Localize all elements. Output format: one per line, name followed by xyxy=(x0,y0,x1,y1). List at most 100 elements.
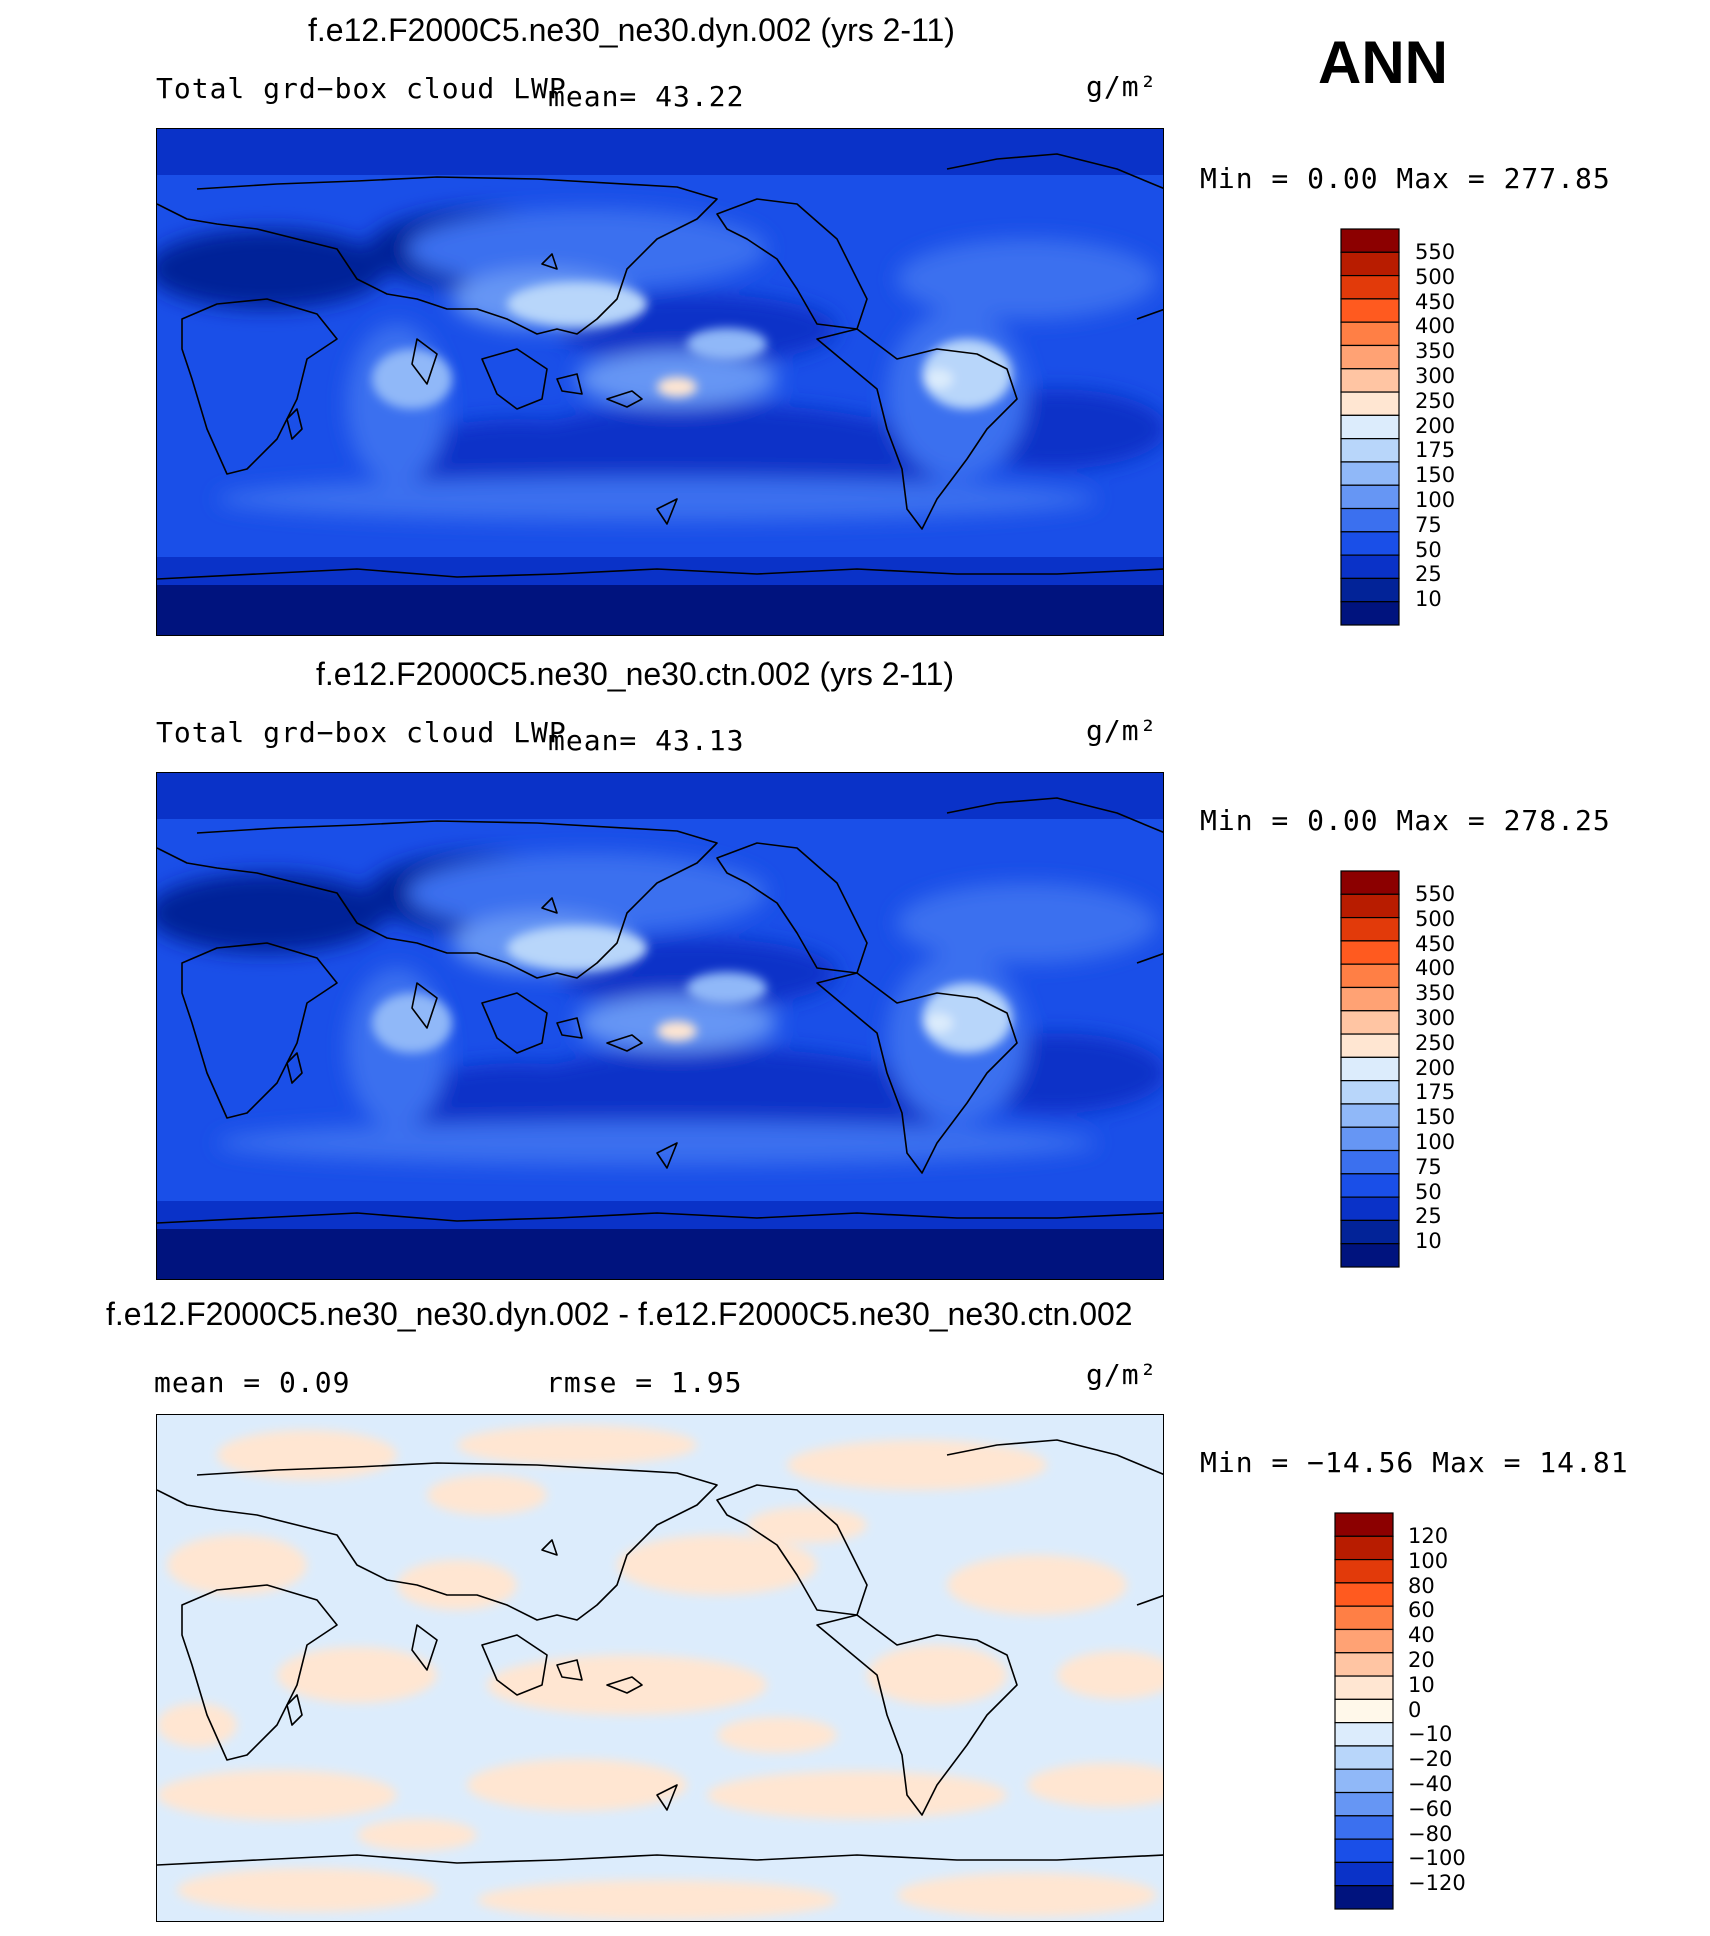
colorbar-label: 350 xyxy=(1415,981,1456,1006)
colorbar-label: 175 xyxy=(1415,1080,1456,1105)
colorbar-label: −10 xyxy=(1408,1722,1453,1747)
colorbar-label: 550 xyxy=(1415,240,1456,264)
panel-1-title: f.e12.F2000C5.ne30_ne30.dyn.002 (yrs 2-1… xyxy=(308,12,955,48)
panel-3-mean: mean = 0.09 xyxy=(154,1366,351,1399)
panel-3-units: g/m² xyxy=(1086,1358,1158,1391)
panel-2-colorbar-labels: 550 500 450 400 350 300 250 200 175 150 … xyxy=(1415,882,1455,1254)
panel-2-colorbar xyxy=(1340,870,1400,1268)
colorbar-label: −40 xyxy=(1408,1771,1453,1796)
colorbar-swatch xyxy=(1334,1745,1394,1770)
colorbar-swatch xyxy=(1334,1605,1394,1631)
colorbar-label: 150 xyxy=(1415,1105,1456,1130)
panel-1-colorbar-labels: 550 500 450 400 350 300 250 200 175 150 … xyxy=(1415,240,1455,612)
colorbar-label: 250 xyxy=(1415,388,1456,413)
colorbar-swatch xyxy=(1340,531,1400,556)
colorbar-swatch xyxy=(1340,577,1400,603)
colorbar-label: 500 xyxy=(1415,264,1456,289)
colorbar-label: 75 xyxy=(1415,1154,1442,1179)
colorbar-label: 25 xyxy=(1415,1204,1442,1229)
colorbar-label: −60 xyxy=(1408,1796,1453,1821)
colorbar-swatch xyxy=(1340,1103,1400,1128)
colorbar-label: 20 xyxy=(1408,1647,1435,1672)
colorbar-label: 50 xyxy=(1415,1179,1442,1204)
panel-1-map-field xyxy=(157,129,1163,635)
colorbar-label: 0 xyxy=(1408,1697,1422,1722)
colorbar-swatch xyxy=(1340,391,1400,416)
colorbar-swatch xyxy=(1340,916,1400,942)
colorbar-swatch xyxy=(1340,893,1400,919)
panel-3-colorbar-swatches xyxy=(1334,1512,1394,1910)
colorbar-label: 50 xyxy=(1415,537,1442,562)
panel-3-colorbar xyxy=(1334,1512,1394,1910)
colorbar-swatch xyxy=(1340,1056,1400,1082)
colorbar-swatch xyxy=(1334,1652,1394,1677)
colorbar-swatch xyxy=(1334,1675,1394,1700)
colorbar-swatch xyxy=(1334,1791,1394,1817)
panel-2-mean: mean= 43.13 xyxy=(548,724,745,757)
colorbar-label: −80 xyxy=(1408,1821,1453,1846)
panel-1-units: g/m² xyxy=(1086,70,1158,103)
colorbar-swatch xyxy=(1340,484,1400,510)
panel-1-map xyxy=(156,128,1164,636)
panel-2-map xyxy=(156,772,1164,1280)
colorbar-swatch xyxy=(1334,1722,1394,1747)
season-label: ANN xyxy=(1318,29,1448,96)
colorbar-label: 120 xyxy=(1408,1524,1449,1548)
colorbar-swatch xyxy=(1334,1535,1394,1561)
colorbar-label: 300 xyxy=(1415,363,1456,388)
panel-2-map-field xyxy=(157,773,1163,1279)
colorbar-label: 25 xyxy=(1415,562,1442,587)
colorbar-swatch xyxy=(1340,870,1400,895)
colorbar-label: −100 xyxy=(1408,1846,1466,1871)
colorbar-swatch xyxy=(1340,438,1400,463)
panel-1-mean: mean= 43.22 xyxy=(548,80,745,113)
colorbar-label: 200 xyxy=(1415,413,1456,438)
colorbar-label: 80 xyxy=(1408,1573,1435,1598)
colorbar-label: 60 xyxy=(1408,1598,1435,1623)
colorbar-label: 75 xyxy=(1415,512,1442,537)
colorbar-label: 300 xyxy=(1415,1005,1456,1030)
colorbar-swatch xyxy=(1334,1628,1394,1654)
panel-3-rmse: rmse = 1.95 xyxy=(546,1366,743,1399)
colorbar-swatch xyxy=(1340,321,1400,347)
colorbar-label: 350 xyxy=(1415,339,1456,364)
colorbar-swatch xyxy=(1340,1173,1400,1198)
panel-3-map-field xyxy=(157,1415,1163,1921)
colorbar-swatch xyxy=(1340,507,1400,533)
colorbar-label: 250 xyxy=(1415,1030,1456,1055)
colorbar-swatch xyxy=(1340,298,1400,323)
colorbar-label: 450 xyxy=(1415,931,1456,956)
colorbar-swatch xyxy=(1340,1010,1400,1035)
panel-2-title: f.e12.F2000C5.ne30_ne30.ctn.002 (yrs 2-1… xyxy=(316,656,955,692)
colorbar-swatch xyxy=(1334,1815,1394,1840)
panel-3-colorbar-labels: 120 100 80 60 40 20 10 0 −10 −20 −40 −60… xyxy=(1408,1524,1466,1896)
colorbar-swatch xyxy=(1334,1512,1394,1537)
colorbar-label: −120 xyxy=(1408,1871,1466,1896)
colorbar-swatch xyxy=(1340,1149,1400,1175)
colorbar-label: 100 xyxy=(1408,1548,1449,1573)
colorbar-label: 400 xyxy=(1415,956,1456,981)
colorbar-label: 500 xyxy=(1415,906,1456,931)
colorbar-swatch xyxy=(1340,1219,1400,1245)
colorbar-swatch xyxy=(1340,963,1400,989)
colorbar-label: 40 xyxy=(1408,1623,1435,1648)
colorbar-swatch xyxy=(1340,228,1400,253)
colorbar-swatch xyxy=(1340,986,1400,1012)
panel-2-field-label: Total grd−box cloud LWP xyxy=(156,716,567,749)
colorbar-label: 550 xyxy=(1415,882,1456,906)
colorbar-swatch xyxy=(1340,1126,1400,1152)
colorbar-swatch xyxy=(1340,1196,1400,1222)
colorbar-swatch xyxy=(1340,368,1400,393)
colorbar-swatch xyxy=(1334,1582,1394,1607)
colorbar-swatch xyxy=(1334,1885,1394,1910)
colorbar-swatch xyxy=(1334,1861,1394,1887)
panel-2-units: g/m² xyxy=(1086,714,1158,747)
colorbar-swatch xyxy=(1340,344,1400,370)
colorbar-swatch xyxy=(1340,414,1400,440)
colorbar-label: 450 xyxy=(1415,289,1456,314)
colorbar-swatch xyxy=(1340,1243,1400,1268)
colorbar-label: 10 xyxy=(1408,1672,1435,1697)
colorbar-label: 10 xyxy=(1415,587,1442,612)
colorbar-swatch xyxy=(1340,554,1400,580)
colorbar-swatch xyxy=(1340,274,1400,300)
